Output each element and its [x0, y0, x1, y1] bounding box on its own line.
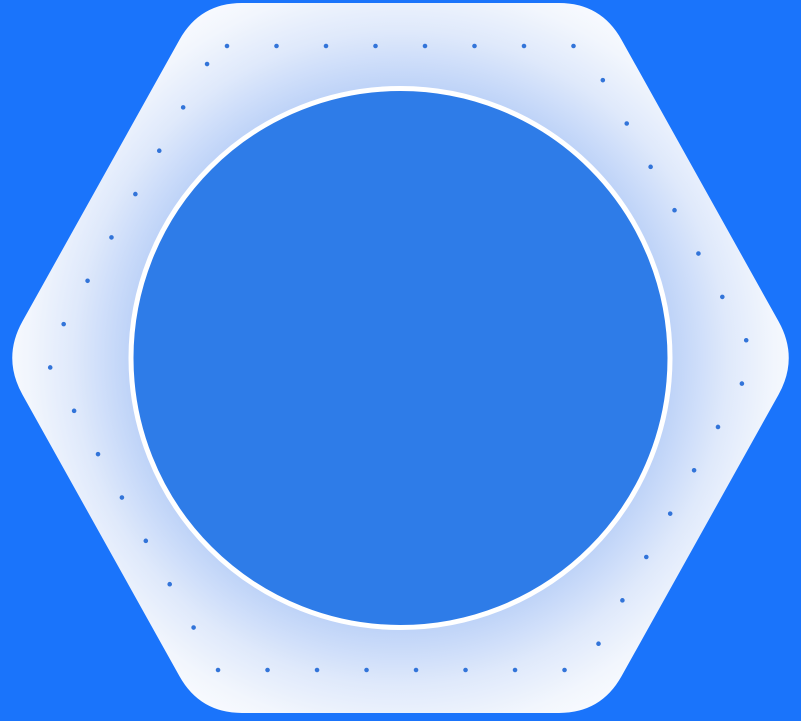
center-circle — [128, 86, 673, 630]
